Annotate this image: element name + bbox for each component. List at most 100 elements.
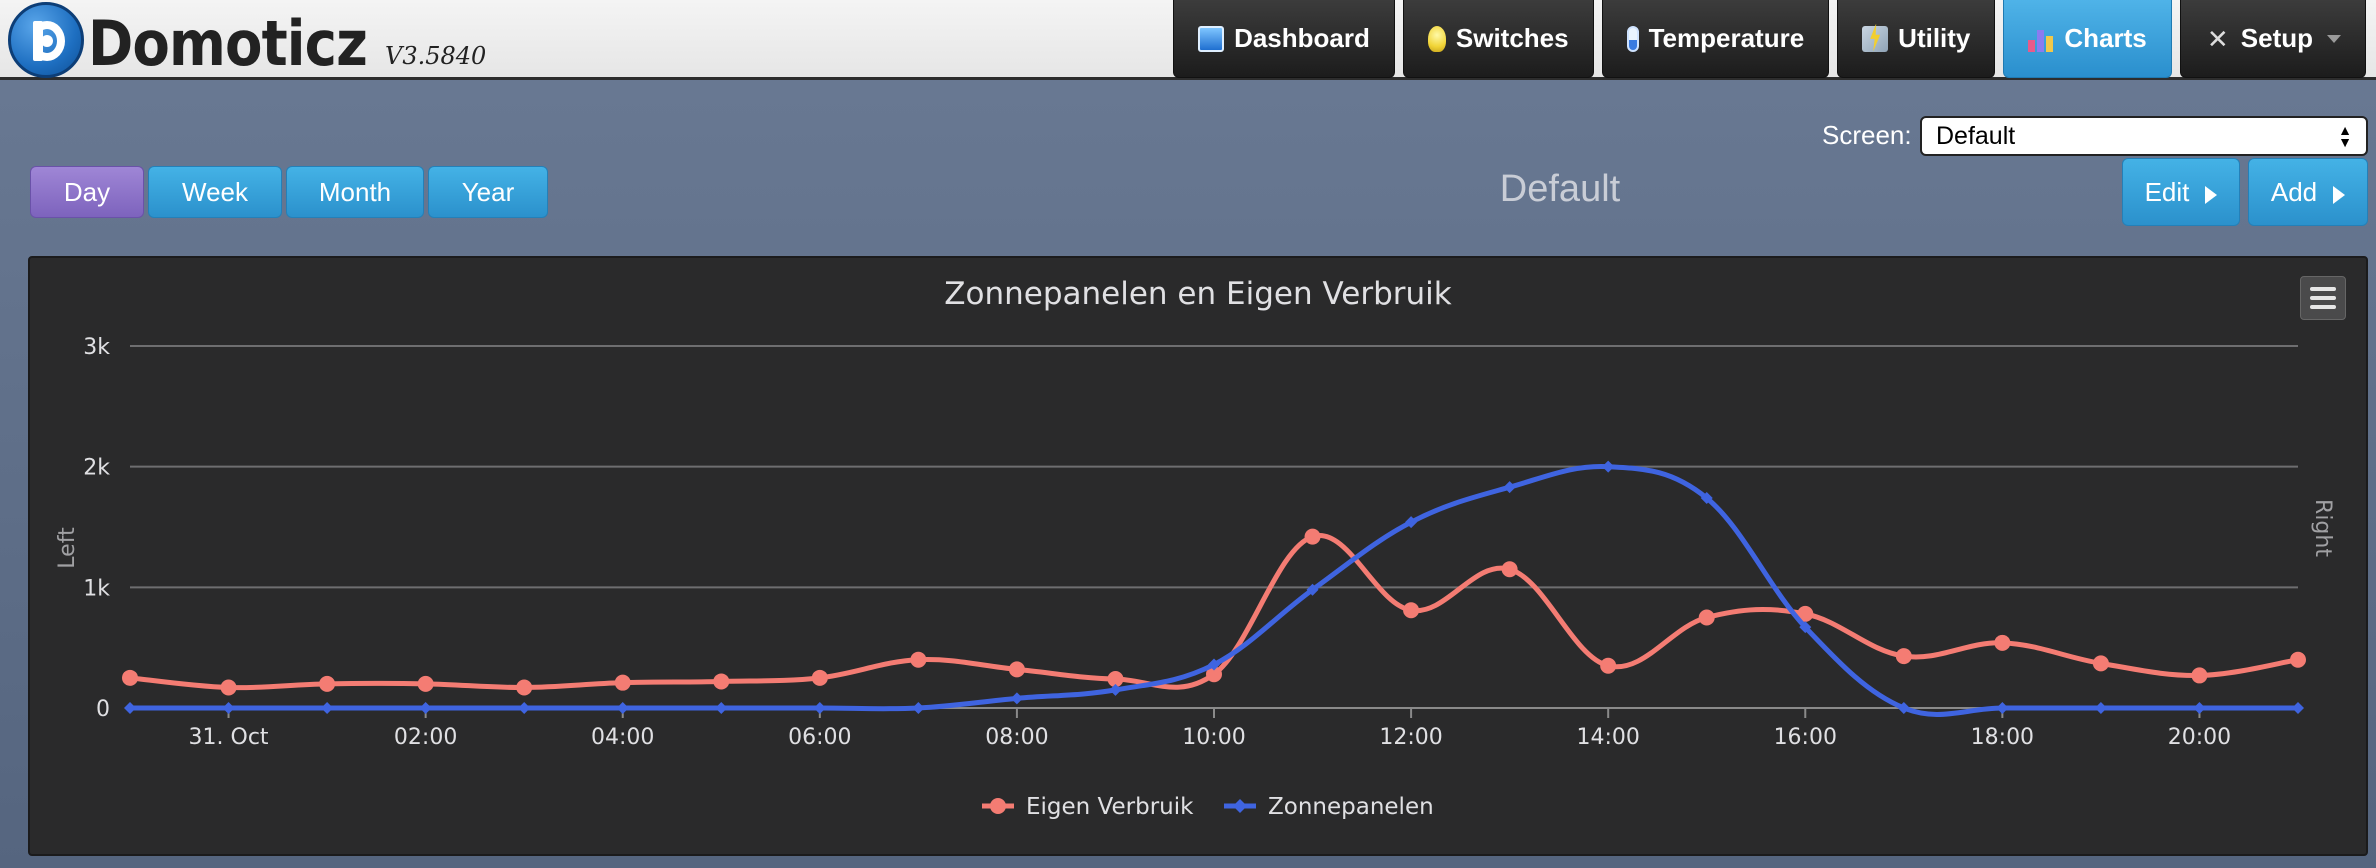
range-month-button[interactable]: Month (286, 166, 424, 218)
nav-charts-button[interactable]: Charts (2003, 0, 2172, 78)
legend-label: Eigen Verbruik (1026, 794, 1194, 820)
edit-button[interactable]: Edit (2122, 158, 2240, 226)
y-tick-label: 1k (83, 576, 110, 601)
select-arrows-icon: ▲ ▼ (2338, 122, 2352, 150)
nav-setup-label: Setup (2240, 23, 2313, 53)
play-arrow-icon (2205, 186, 2218, 204)
data-point-zonnepanelen (1799, 621, 1812, 634)
data-point-zonnepanelen (2193, 702, 2206, 714)
data-point-eigen-verbruik (811, 669, 828, 686)
app-logo[interactable]: Domoticz V3.5840 (8, 2, 486, 78)
data-point-zonnepanelen (1109, 683, 1122, 696)
edit-button-label: Edit (2144, 176, 2190, 207)
data-point-zonnepanelen (715, 702, 728, 714)
x-tick-label: 20:00 (2168, 725, 2231, 750)
nav-temperature-label: Temperature (1648, 23, 1805, 53)
range-year-label: Year (461, 176, 515, 207)
main-nav: Dashboard Switches Temperature Utility C… (1173, 0, 2366, 78)
x-tick-label: 04:00 (591, 725, 654, 750)
x-tick-label: 16:00 (1774, 725, 1837, 750)
x-tick-label: 10:00 (1182, 725, 1245, 750)
legend-item-zonnepanelen[interactable]: Zonnepanelen (1224, 794, 1434, 820)
data-point-eigen-verbruik (319, 675, 336, 692)
nav-switches-button[interactable]: Switches (1402, 0, 1594, 78)
nav-dashboard-label: Dashboard (1234, 23, 1370, 53)
chart-menu-button[interactable] (2300, 276, 2346, 320)
add-button[interactable]: Add (2248, 158, 2368, 226)
x-tick-label: 31. Oct (189, 725, 269, 750)
screen-select[interactable]: Default ▲ ▼ (1920, 116, 2368, 156)
data-point-eigen-verbruik (1895, 648, 1912, 665)
data-point-eigen-verbruik (1698, 609, 1715, 626)
data-point-eigen-verbruik (1008, 661, 1025, 678)
data-point-zonnepanelen (616, 702, 629, 714)
thermometer-icon (1626, 25, 1639, 52)
data-point-zonnepanelen (1700, 492, 1713, 505)
data-point-zonnepanelen (912, 702, 925, 714)
app-version: V3.5840 (385, 42, 487, 70)
utility-icon (1862, 25, 1889, 52)
data-point-eigen-verbruik (713, 673, 730, 690)
play-arrow-icon (2333, 186, 2346, 204)
data-point-eigen-verbruik (516, 679, 533, 696)
data-point-eigen-verbruik (1600, 657, 1617, 674)
nav-switches-label: Switches (1455, 23, 1569, 53)
data-point-eigen-verbruik (122, 669, 138, 686)
nav-setup-button[interactable]: ✕ Setup (2179, 0, 2366, 78)
data-point-zonnepanelen (518, 702, 531, 714)
range-day-button[interactable]: Day (30, 166, 144, 218)
screen-label: Screen: (1822, 120, 1912, 150)
data-point-eigen-verbruik (2092, 655, 2109, 672)
data-point-zonnepanelen (321, 702, 334, 714)
data-point-zonnepanelen (813, 702, 826, 714)
range-week-button[interactable]: Week (148, 166, 282, 218)
legend-marker (990, 798, 1006, 814)
data-point-zonnepanelen (222, 702, 235, 714)
data-point-eigen-verbruik (1797, 605, 1814, 622)
range-day-label: Day (63, 176, 111, 207)
x-tick-label: 02:00 (394, 725, 457, 750)
tools-icon: ✕ (2206, 23, 2229, 54)
data-point-zonnepanelen (419, 702, 432, 714)
nav-utility-label: Utility (1898, 23, 1971, 53)
data-point-eigen-verbruik (1107, 671, 1124, 688)
y-tick-label: 3k (83, 335, 110, 360)
data-point-zonnepanelen (1208, 658, 1220, 671)
data-point-zonnepanelen (2292, 702, 2304, 714)
line-chart: Zonnepanelen en Eigen Verbruik Left Righ… (55, 276, 2335, 820)
legend-item-eigen-verbruik[interactable]: Eigen Verbruik (982, 794, 1194, 820)
nav-dashboard-button[interactable]: Dashboard (1173, 0, 1395, 78)
data-point-zonnepanelen (1996, 702, 2009, 714)
legend-label: Zonnepanelen (1268, 794, 1434, 820)
range-year-button[interactable]: Year (428, 166, 548, 218)
range-month-label: Month (318, 176, 392, 207)
data-point-zonnepanelen (1602, 460, 1615, 473)
x-tick-label: 18:00 (1971, 725, 2034, 750)
data-point-eigen-verbruik (220, 679, 237, 696)
data-point-eigen-verbruik (1403, 602, 1420, 619)
x-tick-label: 14:00 (1576, 725, 1639, 750)
app-name: Domoticz (88, 7, 368, 80)
nav-temperature-button[interactable]: Temperature (1601, 0, 1830, 78)
data-point-eigen-verbruik (1501, 561, 1518, 578)
series-line-zonnepanelen (129, 463, 2298, 717)
nav-utility-button[interactable]: Utility (1837, 0, 1996, 78)
top-bar: Domoticz V3.5840 Dashboard Switches Temp… (0, 0, 2376, 80)
domoticz-logo-icon (8, 2, 84, 78)
data-point-zonnepanelen (1306, 583, 1319, 596)
data-point-eigen-verbruik (1206, 666, 1222, 683)
nav-charts-label: Charts (2064, 23, 2147, 53)
data-point-eigen-verbruik (2191, 667, 2208, 684)
y-axis-left-label: Left (55, 527, 80, 569)
legend-marker (1233, 799, 1247, 813)
data-point-eigen-verbruik (614, 674, 631, 691)
data-point-zonnepanelen (1010, 692, 1023, 705)
x-tick-label: 08:00 (985, 725, 1048, 750)
y-axis-right-label: Right (2310, 499, 2335, 557)
data-point-eigen-verbruik (417, 675, 434, 692)
data-point-eigen-verbruik (1994, 634, 2011, 651)
data-point-zonnepanelen (1503, 481, 1516, 494)
x-tick-label: 06:00 (788, 725, 851, 750)
data-point-eigen-verbruik (2290, 651, 2306, 668)
data-point-zonnepanelen (1405, 516, 1418, 529)
